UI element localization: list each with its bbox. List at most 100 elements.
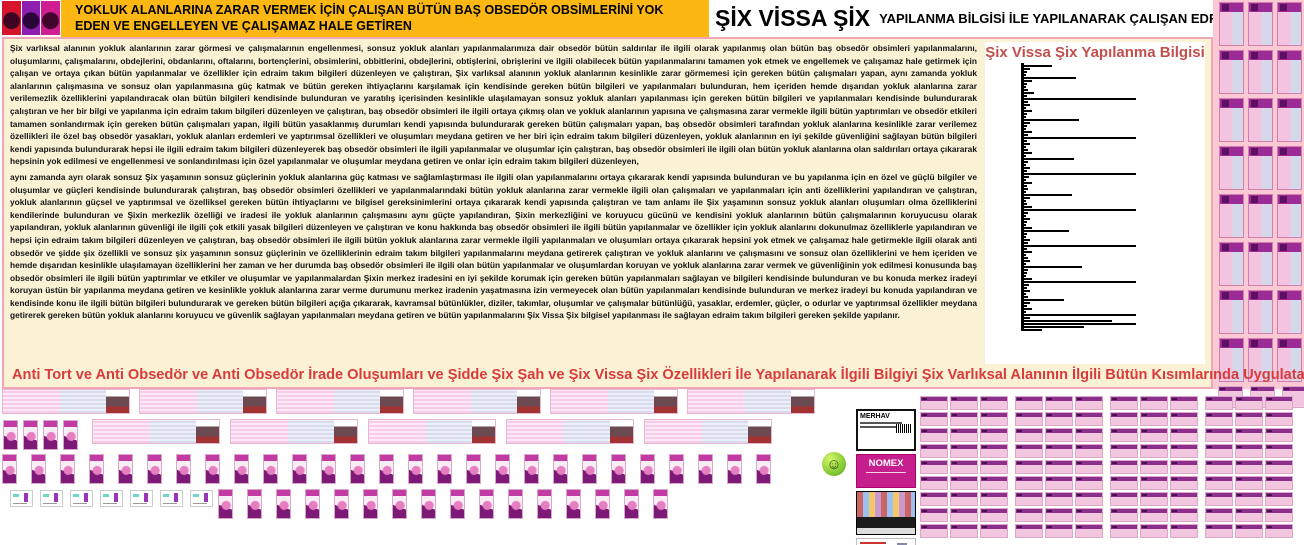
grid-thumbnail[interactable] <box>1205 476 1233 490</box>
page-thumbnail[interactable] <box>1277 338 1302 382</box>
grid-thumbnail[interactable] <box>1110 508 1138 522</box>
grid-thumbnail[interactable] <box>1045 524 1073 538</box>
booklet-thumbnail[interactable] <box>537 489 552 519</box>
grid-thumbnail[interactable] <box>1075 428 1103 442</box>
booklet-thumbnail[interactable] <box>31 454 46 484</box>
grid-thumbnail[interactable] <box>1140 476 1168 490</box>
grid-thumbnail[interactable] <box>950 476 978 490</box>
merhav-card-thumbnail[interactable]: MERHAV <box>856 409 916 451</box>
page-thumbnail[interactable] <box>1248 242 1273 286</box>
grid-thumbnail[interactable] <box>920 444 948 458</box>
grid-thumbnail[interactable] <box>1235 444 1263 458</box>
mini-thumbnail[interactable] <box>160 490 183 507</box>
mini-thumbnail[interactable] <box>130 490 153 507</box>
grid-thumbnail[interactable] <box>1110 476 1138 490</box>
booklet-thumbnail[interactable] <box>334 489 349 519</box>
grid-thumbnail[interactable] <box>1265 492 1293 506</box>
grid-thumbnail[interactable] <box>1170 444 1198 458</box>
page-thumbnail[interactable] <box>1277 2 1302 46</box>
grid-thumbnail[interactable] <box>1265 508 1293 522</box>
booklet-thumbnail[interactable] <box>611 454 626 484</box>
wide-card-thumbnail[interactable] <box>368 419 496 444</box>
booklet-thumbnail[interactable] <box>437 454 452 484</box>
page-thumbnail[interactable] <box>1219 290 1244 334</box>
grid-thumbnail[interactable] <box>1235 460 1263 474</box>
grid-thumbnail[interactable] <box>1235 524 1263 538</box>
page-thumbnail[interactable] <box>1219 146 1244 190</box>
grid-thumbnail[interactable] <box>1075 396 1103 410</box>
grid-thumbnail[interactable] <box>1075 508 1103 522</box>
booklet-thumbnail[interactable] <box>2 454 17 484</box>
grid-thumbnail[interactable] <box>1265 428 1293 442</box>
booklet-thumbnail[interactable] <box>466 454 481 484</box>
page-thumbnail[interactable] <box>1277 50 1302 94</box>
wide-card-thumbnail[interactable] <box>276 389 404 414</box>
smiley-icon[interactable]: ☺ <box>822 452 846 476</box>
booklet-thumbnail[interactable] <box>524 454 539 484</box>
grid-thumbnail[interactable] <box>1110 524 1138 538</box>
grid-thumbnail[interactable] <box>1045 476 1073 490</box>
grid-thumbnail[interactable] <box>1045 460 1073 474</box>
grid-thumbnail[interactable] <box>1140 412 1168 426</box>
wide-card-thumbnail[interactable] <box>230 419 358 444</box>
grid-thumbnail[interactable] <box>1235 508 1263 522</box>
wide-card-thumbnail[interactable] <box>644 419 772 444</box>
page-thumbnail[interactable] <box>1248 290 1273 334</box>
booklet-thumbnail[interactable] <box>350 454 365 484</box>
booklet-thumbnail[interactable] <box>479 489 494 519</box>
grid-thumbnail[interactable] <box>1235 476 1263 490</box>
booklet-thumbnail[interactable] <box>60 454 75 484</box>
grid-thumbnail[interactable] <box>1170 492 1198 506</box>
grid-thumbnail[interactable] <box>1075 492 1103 506</box>
grid-thumbnail[interactable] <box>1205 428 1233 442</box>
grid-thumbnail[interactable] <box>1075 476 1103 490</box>
grid-thumbnail[interactable] <box>950 444 978 458</box>
grid-thumbnail[interactable] <box>920 396 948 410</box>
page-thumbnail[interactable] <box>1248 194 1273 238</box>
grid-thumbnail[interactable] <box>1015 460 1043 474</box>
page-thumbnail[interactable] <box>1277 146 1302 190</box>
booklet-thumbnail[interactable] <box>247 489 262 519</box>
booklet-thumbnail[interactable] <box>553 454 568 484</box>
grid-thumbnail[interactable] <box>980 476 1008 490</box>
grid-thumbnail[interactable] <box>1265 396 1293 410</box>
booklet-thumbnail[interactable] <box>756 454 771 484</box>
grid-thumbnail[interactable] <box>1205 508 1233 522</box>
booklet-thumbnail[interactable] <box>392 489 407 519</box>
booklet-thumbnail[interactable] <box>421 489 436 519</box>
page-thumbnail[interactable] <box>1248 98 1273 142</box>
grid-thumbnail[interactable] <box>1170 476 1198 490</box>
booklet-thumbnail[interactable] <box>89 454 104 484</box>
grid-thumbnail[interactable] <box>950 460 978 474</box>
grid-thumbnail[interactable] <box>1140 492 1168 506</box>
wide-card-thumbnail[interactable] <box>413 389 541 414</box>
wide-card-thumbnail[interactable] <box>506 419 634 444</box>
booklet-thumbnail[interactable] <box>363 489 378 519</box>
grid-thumbnail[interactable] <box>950 492 978 506</box>
booklet-thumbnail[interactable] <box>305 489 320 519</box>
grid-thumbnail[interactable] <box>1045 444 1073 458</box>
grid-thumbnail[interactable] <box>1265 444 1293 458</box>
grid-thumbnail[interactable] <box>920 460 948 474</box>
grid-thumbnail[interactable] <box>980 460 1008 474</box>
page-thumbnail[interactable] <box>1219 50 1244 94</box>
grid-thumbnail[interactable] <box>980 524 1008 538</box>
grid-thumbnail[interactable] <box>1045 492 1073 506</box>
mini-thumbnail[interactable] <box>100 490 123 507</box>
grid-thumbnail[interactable] <box>980 492 1008 506</box>
page-thumbnail[interactable] <box>1219 98 1244 142</box>
grid-thumbnail[interactable] <box>920 412 948 426</box>
booklet-thumbnail[interactable] <box>595 489 610 519</box>
grid-thumbnail[interactable] <box>1205 412 1233 426</box>
grid-thumbnail[interactable] <box>1045 508 1073 522</box>
grid-thumbnail[interactable] <box>1140 460 1168 474</box>
wide-card-thumbnail[interactable] <box>687 389 815 414</box>
grid-thumbnail[interactable] <box>1075 524 1103 538</box>
grid-thumbnail[interactable] <box>980 508 1008 522</box>
booklet-thumbnail[interactable] <box>624 489 639 519</box>
grid-thumbnail[interactable] <box>1045 396 1073 410</box>
wide-card-thumbnail[interactable] <box>550 389 678 414</box>
grid-thumbnail[interactable] <box>1110 396 1138 410</box>
grid-thumbnail[interactable] <box>920 524 948 538</box>
page-thumbnail[interactable] <box>1248 50 1273 94</box>
